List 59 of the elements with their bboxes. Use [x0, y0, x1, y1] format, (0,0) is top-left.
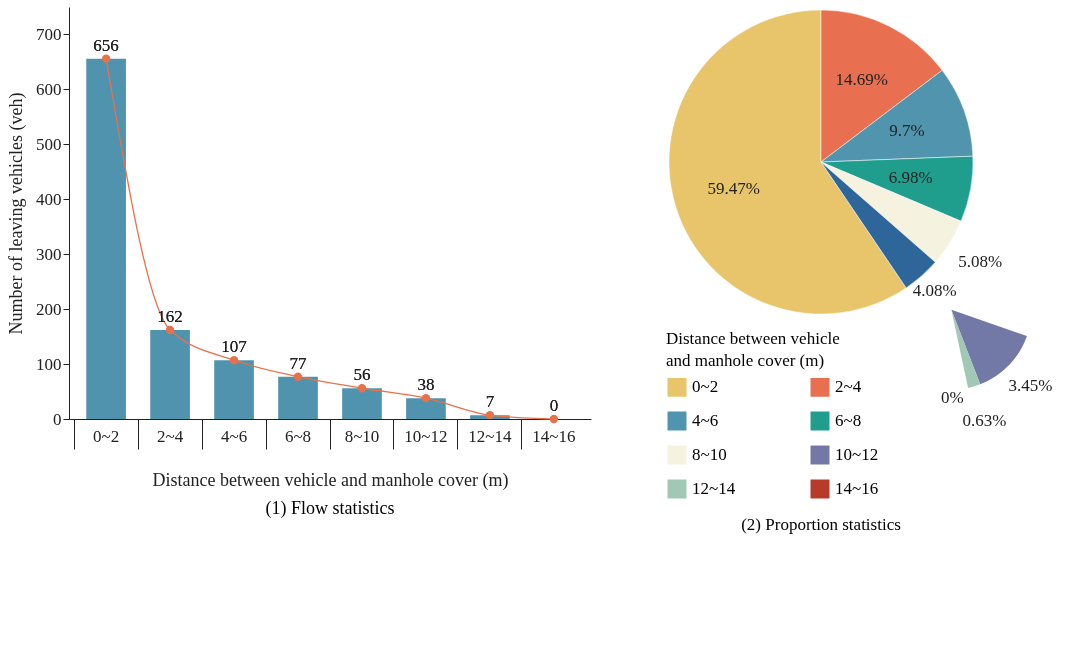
y-tick-label: 300: [36, 244, 62, 264]
x-tick-label: 10~12: [404, 426, 448, 446]
x-tick-label: 4~6: [220, 426, 248, 446]
point: [101, 54, 111, 63]
data-label: 56: [353, 365, 371, 385]
x-tick-label: 12~14: [468, 426, 513, 446]
legend-label: 8~10: [692, 445, 727, 464]
data-label: 5.08%: [958, 251, 1003, 271]
point: [357, 384, 367, 393]
data-label: 77: [289, 353, 308, 373]
data-label: 14.69%: [835, 70, 888, 90]
y-axis-title: Number of leaving vehicles (veh): [6, 92, 27, 335]
y-tick-label: 400: [36, 189, 62, 209]
x-tick-label: 2~4: [156, 426, 184, 446]
text: (2) Proportion statistics: [741, 515, 901, 534]
bar: [406, 398, 446, 419]
data-label: 107: [221, 337, 248, 357]
text: 0%: [940, 387, 964, 407]
data-label: 4.08%: [912, 280, 957, 300]
x-tick-label: 14~16: [532, 426, 576, 446]
data-label: 38: [417, 375, 435, 395]
legend-title: Distance between vehicle and manhole cover (m): [666, 329, 840, 370]
y-tick-label: 600: [36, 79, 62, 99]
point: [421, 393, 431, 403]
legend-label: 14~16: [835, 479, 879, 498]
y-tick-label: 100: [36, 354, 62, 374]
x-axis-title: Distance between vehicle and manhole cover (m): [152, 470, 509, 491]
data-label: 656: [93, 35, 119, 55]
data-label: 3.45%: [1008, 376, 1053, 396]
data-label: 0.63%: [962, 410, 1007, 430]
point: [485, 410, 495, 420]
legend-label: 6~8: [835, 411, 862, 430]
x-tick-label: 6~8: [284, 426, 312, 446]
legend-label: 0~2: [692, 377, 719, 397]
data-label: 6.98%: [888, 168, 933, 188]
point: [229, 356, 239, 365]
point: [293, 372, 303, 381]
point: [165, 325, 175, 335]
legend-label: 4~6: [692, 411, 719, 430]
point: [549, 414, 559, 424]
bar: [214, 360, 254, 419]
x-tick-label: 8~10: [344, 426, 380, 446]
bar: [278, 376, 318, 419]
data-label: 59.47%: [707, 178, 761, 198]
bar: [342, 388, 382, 419]
data-label: 7: [485, 392, 495, 412]
bar: [86, 58, 126, 419]
legend-label: 12~14: [692, 479, 736, 498]
y-tick-label: 200: [36, 299, 62, 319]
data-label: 0: [549, 396, 559, 415]
legend-label: 2~4: [835, 377, 862, 397]
y-tick-label: 0: [53, 409, 62, 429]
data-label: 9.7%: [889, 121, 925, 141]
text: (1) Flow statistics: [265, 497, 395, 519]
legend-label: 10~12: [835, 445, 879, 464]
bar: [150, 330, 190, 419]
y-tick-label: 500: [36, 134, 62, 154]
x-tick-label: 0~2: [93, 426, 120, 446]
y-tick-label: 700: [36, 24, 62, 44]
